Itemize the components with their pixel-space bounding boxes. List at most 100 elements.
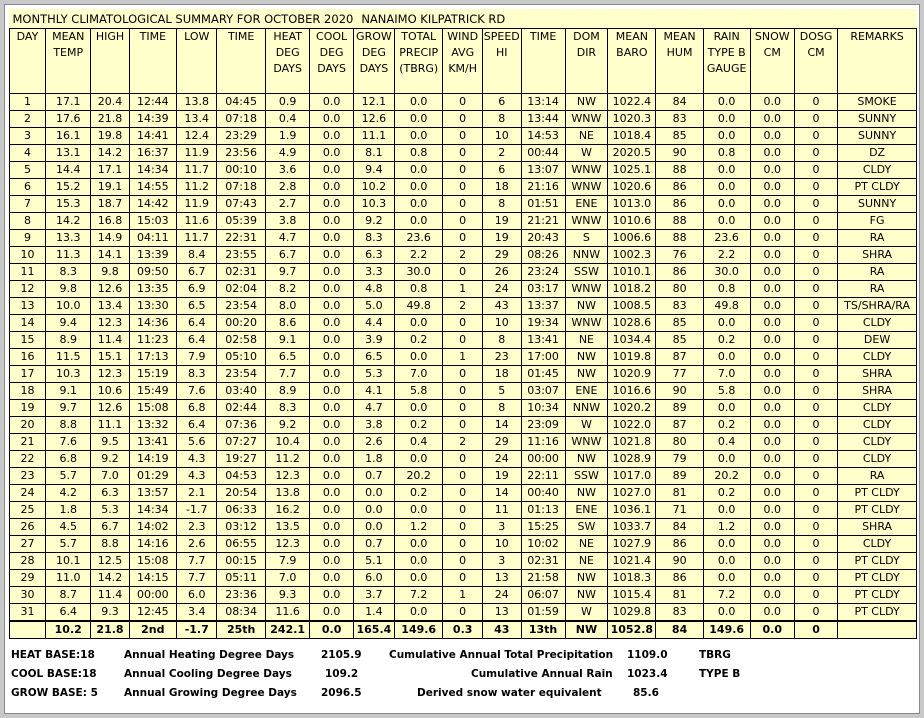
table-cell: NW	[564, 586, 609, 604]
table-row: 26 4.5 6.7 14:02 2.3 03:12 13.5 0.0 0.0 1.2 0 3 15:2…	[9, 518, 917, 536]
table-cell: 0.0	[393, 161, 444, 179]
table-cell: 04:45	[216, 93, 266, 111]
table-cell: 0	[442, 569, 483, 587]
table-cell: 2.2	[393, 246, 444, 264]
table-cell: 24	[481, 450, 522, 468]
table-cell: 0	[793, 178, 839, 196]
table-cell: 19	[481, 212, 522, 230]
table-cell: 19	[9, 399, 46, 417]
table-cell: 13	[481, 569, 522, 587]
table-cell: 0.0	[393, 127, 444, 145]
heat-value: 2105.9	[321, 649, 362, 661]
table-cell: 3	[9, 127, 46, 145]
table-cell: 13:30	[128, 297, 178, 315]
table-cell: PT CLDY	[837, 603, 917, 622]
table-cell: 11.2	[264, 450, 311, 468]
table-cell: 0	[442, 552, 483, 570]
table-cell: 1021.8	[607, 433, 657, 451]
table-cell: 02:31	[520, 552, 566, 570]
column-header-line: SPEED	[483, 30, 520, 43]
table-cell: 0.0	[309, 586, 354, 604]
table-cell: 13	[481, 603, 522, 622]
table-cell: 02:04	[216, 280, 266, 298]
table-row: 5 14.4 17.1 14:34 11.7 00:10 3.6 0.0 9.4 0.0 0 6 13:…	[9, 161, 917, 179]
table-cell: 84	[655, 518, 704, 536]
totals-cell	[837, 620, 917, 639]
column-header-line: DEG	[275, 46, 300, 59]
table-cell: 5.1	[352, 552, 395, 570]
table-cell: 0.0	[309, 569, 354, 587]
table-cell: 03:12	[216, 518, 266, 536]
table-cell: 6.7	[264, 246, 311, 264]
table-cell: WNW	[564, 314, 609, 332]
table-row: 27 5.7 8.8 14:16 2.6 06:55 12.3 0.0 0.7 0.0 0 10 10:…	[9, 535, 917, 553]
column-header: MEAN TEMP	[44, 28, 92, 94]
table-cell: 0.0	[749, 416, 795, 434]
table-cell: 1036.1	[607, 501, 657, 519]
table-cell: 0.0	[309, 382, 354, 400]
table-cell: 0.0	[393, 501, 444, 519]
table-cell: 0.0	[749, 212, 795, 230]
column-header: DOM DIR	[564, 28, 609, 94]
table-cell: 6.4	[176, 314, 218, 332]
totals-cell	[9, 620, 46, 639]
table-cell: 6.5	[176, 297, 218, 315]
table-cell: 0.0	[749, 127, 795, 145]
table-cell: 0.0	[702, 212, 751, 230]
table-cell: 0.0	[749, 161, 795, 179]
table-cell: 0.0	[749, 263, 795, 281]
table-cell: CLDY	[837, 450, 917, 468]
table-cell: 0.0	[393, 93, 444, 111]
table-cell: SHRA	[837, 246, 917, 264]
table-cell: 0	[442, 110, 483, 128]
table-cell: 6.7	[90, 518, 130, 536]
table-cell: 19	[481, 229, 522, 247]
table-cell: 0	[442, 416, 483, 434]
column-header-line: (TBRG)	[399, 62, 439, 75]
table-cell: 0	[793, 212, 839, 230]
table-cell: 5.7	[44, 535, 92, 553]
table-cell: 00:15	[216, 552, 266, 570]
table-cell: 88	[655, 212, 704, 230]
table-cell: 8.3	[44, 263, 92, 281]
table-cell: SUNNY	[837, 127, 917, 145]
table-cell: 0.0	[352, 518, 395, 536]
table-cell: 11.1	[352, 127, 395, 145]
table-cell: PT CLDY	[837, 569, 917, 587]
table-cell: 14:55	[128, 178, 178, 196]
table-cell: 0.0	[309, 212, 354, 230]
table-cell: 77	[655, 365, 704, 383]
table-cell: 21:58	[520, 569, 566, 587]
table-cell: 7.6	[176, 382, 218, 400]
table-cell: 8.8	[90, 535, 130, 553]
column-header-line: HIGH	[95, 30, 125, 43]
table-cell: 03:17	[520, 280, 566, 298]
table-cell: 23:36	[216, 586, 266, 604]
column-header-line: COOL	[316, 30, 348, 43]
table-cell: 6.4	[44, 603, 92, 622]
table-cell: 0	[442, 93, 483, 111]
table-cell: WNW	[564, 161, 609, 179]
table-cell: 9.3	[264, 586, 311, 604]
column-header-line: RAIN	[713, 30, 740, 43]
table-cell: 1	[9, 93, 46, 111]
table-cell: 13:39	[128, 246, 178, 264]
table-cell: 0.0	[309, 161, 354, 179]
table-cell: PT CLDY	[837, 552, 917, 570]
table-cell: 1020.3	[607, 110, 657, 128]
table-cell: 16:37	[128, 144, 178, 162]
table-cell: 12:45	[128, 603, 178, 622]
totals-cell: 165.4	[352, 620, 395, 639]
table-cell: PT CLDY	[837, 501, 917, 519]
table-cell: 14:36	[128, 314, 178, 332]
table-cell: 24	[481, 280, 522, 298]
table-cell: 0.7	[352, 535, 395, 553]
table-cell: 8.9	[264, 382, 311, 400]
table-cell: 0.0	[309, 433, 354, 451]
table-cell: 0	[442, 229, 483, 247]
table-cell: 11:23	[128, 331, 178, 349]
table-cell: 0	[793, 314, 839, 332]
table-cell: 0.0	[702, 603, 751, 622]
table-cell: 22	[9, 450, 46, 468]
table-cell: SHRA	[837, 382, 917, 400]
